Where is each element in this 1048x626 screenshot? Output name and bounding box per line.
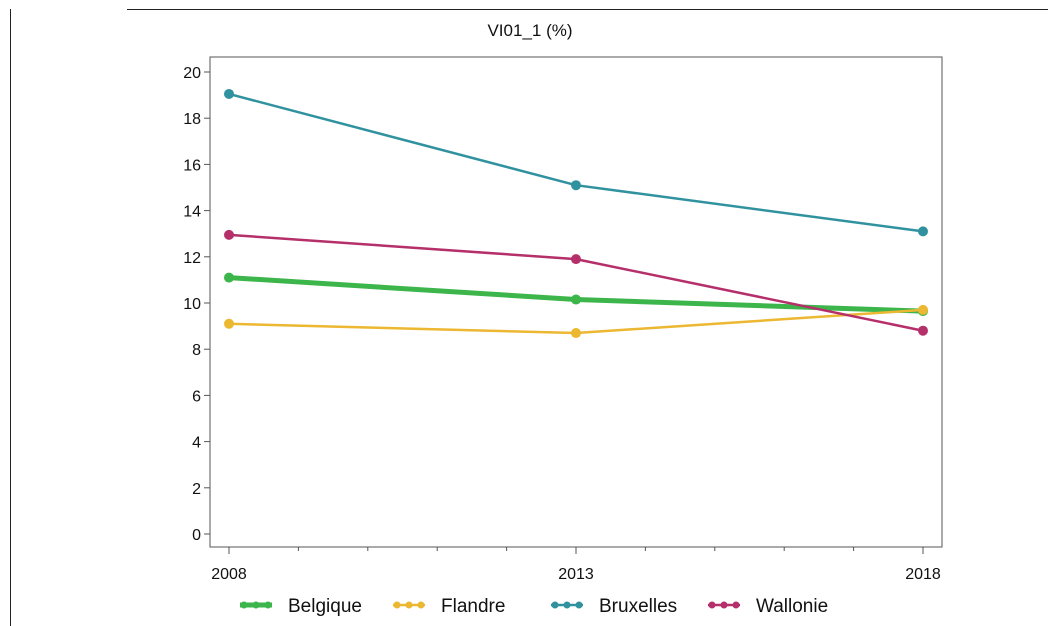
legend-marker	[417, 601, 425, 609]
y-tick-label: 16	[183, 157, 201, 174]
series-line-bruxelles	[228, 92, 924, 233]
data-point-flandre	[571, 328, 581, 339]
y-tick-label: 8	[192, 342, 201, 359]
legend-item-flandre: Flandre	[393, 596, 505, 617]
y-tick-label: 14	[183, 204, 201, 221]
data-point-wallonie	[224, 229, 234, 240]
series-line-belgique	[228, 275, 924, 314]
y-tick-label: 20	[183, 65, 201, 82]
y-tick-label: 10	[183, 296, 201, 313]
data-point-wallonie	[918, 325, 928, 336]
figure-frame-left	[10, 9, 11, 626]
y-tick-label: 6	[192, 388, 201, 405]
legend-marker	[551, 601, 559, 609]
data-point-flandre	[918, 304, 928, 315]
legend-item-belgique: Belgique	[240, 596, 362, 617]
y-tick-label: 18	[183, 111, 201, 128]
data-point-bruxelles	[918, 226, 928, 237]
figure-frame-top	[127, 9, 1048, 10]
y-axis: 0 2 4 6 8 10 12 14 16 18 20	[183, 65, 210, 544]
legend-item-bruxelles: Bruxelles	[551, 596, 677, 617]
y-tick-label: 4	[192, 435, 201, 452]
legend-marker	[708, 601, 716, 609]
legend-label: Wallonie	[756, 596, 828, 617]
legend-label: Flandre	[441, 596, 505, 617]
legend-marker	[393, 601, 401, 609]
chart-title: VI01_1 (%)	[487, 21, 572, 40]
data-point-belgique	[571, 294, 581, 305]
data-point-belgique	[224, 272, 234, 283]
y-tick-label: 0	[192, 527, 201, 544]
series-flandre	[224, 304, 928, 339]
legend-label: Belgique	[288, 596, 362, 617]
data-point-wallonie	[571, 254, 581, 265]
series-layer	[224, 88, 928, 339]
legend-label: Bruxelles	[599, 596, 677, 617]
x-tick-label: 2018	[905, 566, 941, 583]
legend-item-wallonie: Wallonie	[708, 596, 828, 617]
legend-marker	[252, 601, 260, 609]
x-axis: 2008 2013 2018	[211, 547, 941, 583]
data-point-flandre	[224, 318, 234, 329]
legend: Belgique Flandre Bruxelles Wallonie	[240, 596, 828, 617]
series-bruxelles	[224, 88, 928, 237]
legend-marker	[563, 601, 571, 609]
legend-marker	[240, 601, 248, 609]
legend-marker	[264, 601, 272, 609]
series-wallonie	[224, 229, 928, 336]
legend-marker	[575, 601, 583, 609]
legend-marker	[720, 601, 728, 609]
legend-marker	[732, 601, 740, 609]
x-tick-label: 2008	[211, 566, 247, 583]
data-point-bruxelles	[224, 88, 234, 99]
data-point-bruxelles	[571, 180, 581, 191]
y-tick-label: 12	[183, 250, 201, 267]
legend-marker	[405, 601, 413, 609]
x-tick-label: 2013	[558, 566, 594, 583]
y-tick-label: 2	[192, 481, 201, 498]
